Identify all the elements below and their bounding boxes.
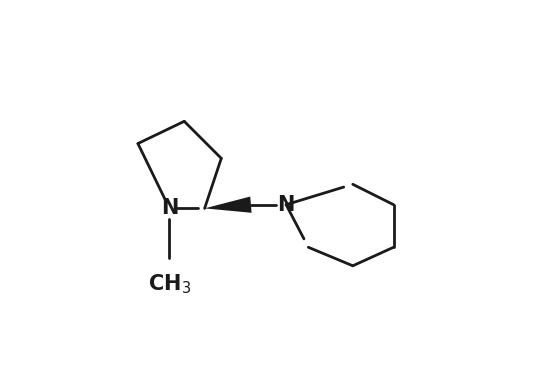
Text: N: N — [277, 195, 295, 215]
Text: CH$_3$: CH$_3$ — [148, 273, 191, 296]
Text: N: N — [161, 199, 178, 218]
Polygon shape — [205, 197, 251, 213]
